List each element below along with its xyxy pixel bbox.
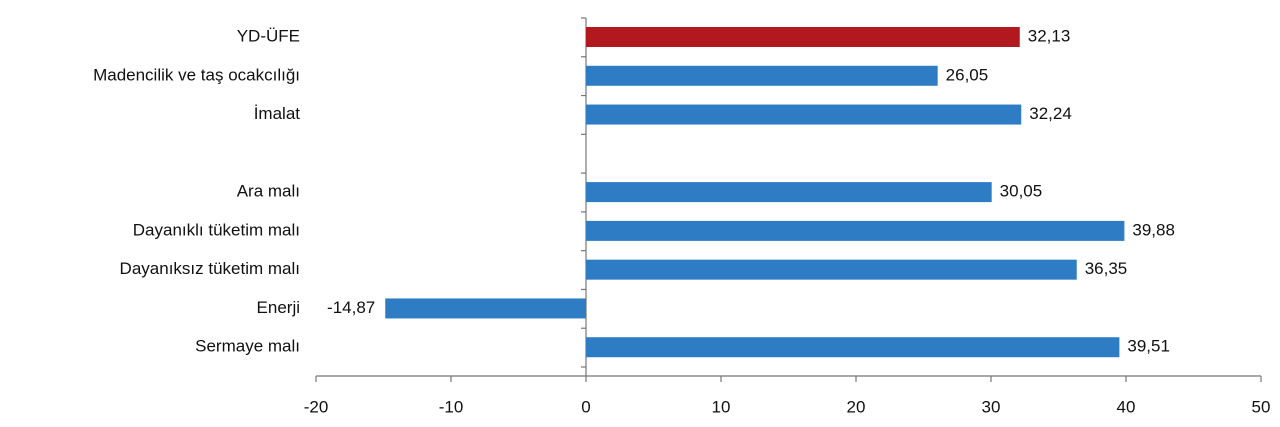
value-label: 30,05	[1000, 182, 1043, 201]
x-tick-label: -20	[304, 397, 329, 416]
y-tick-label: İmalat	[254, 104, 301, 123]
bar	[586, 27, 1020, 47]
bar	[385, 298, 586, 319]
value-label: 32,24	[1029, 104, 1072, 123]
x-tick-label: -10	[439, 397, 464, 416]
bar	[586, 104, 1022, 125]
value-label: 36,35	[1085, 259, 1128, 278]
bar	[586, 220, 1125, 241]
y-tick-label: Dayanıklı tüketim malı	[133, 220, 300, 239]
y-tick-label: Enerji	[257, 298, 300, 317]
value-label: 39,88	[1132, 220, 1175, 239]
bar	[586, 182, 992, 203]
value-label: 39,51	[1127, 337, 1170, 356]
bar	[586, 337, 1120, 358]
x-tick-label: 20	[847, 397, 866, 416]
x-tick-label: 40	[1117, 397, 1136, 416]
y-tick-label: Ara malı	[237, 182, 300, 201]
x-tick-label: 10	[712, 397, 731, 416]
bar	[586, 259, 1077, 280]
value-label: 32,13	[1028, 26, 1071, 45]
x-tick-label: 0	[581, 397, 590, 416]
y-tick-label: Dayanıksız tüketim malı	[120, 259, 300, 278]
y-tick-label: YD-ÜFE	[237, 26, 300, 45]
value-label: 26,05	[946, 65, 989, 84]
x-tick-label: 50	[1252, 397, 1271, 416]
bar	[586, 65, 938, 86]
value-label: -14,87	[327, 298, 375, 317]
y-tick-label: Madencilik ve taş ocakcılığı	[93, 65, 300, 84]
y-tick-label: Sermaye malı	[195, 337, 300, 356]
x-tick-label: 30	[982, 397, 1001, 416]
